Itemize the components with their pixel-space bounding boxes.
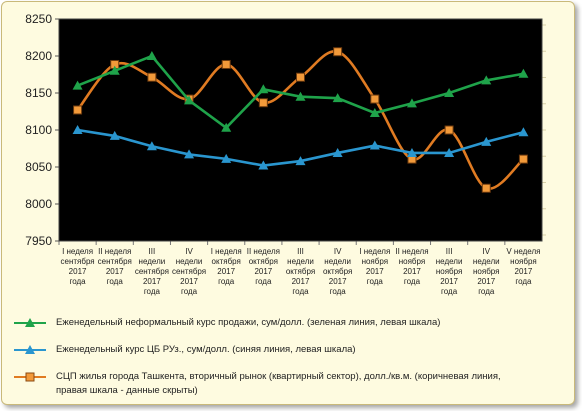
chart-frame: 7950 8000 8050 8100 8150 8200 8250 I неделя сент… bbox=[1, 1, 575, 405]
series-green-point bbox=[406, 98, 417, 108]
legend-item-blue: Еженедельный курс ЦБ РУз., сум/долл. (си… bbox=[12, 343, 526, 357]
series-blue-point bbox=[369, 140, 380, 150]
series-green-point bbox=[109, 65, 120, 75]
series-brown-point bbox=[296, 72, 305, 82]
x-tick-label: II неделя ноября 2017 года bbox=[395, 247, 428, 286]
series-blue-point bbox=[258, 160, 269, 170]
series-green-point bbox=[481, 75, 492, 85]
x-tick-label: IV недели сентября 2017 года bbox=[172, 247, 206, 296]
series-blue-point bbox=[221, 153, 232, 163]
x-tick-label: IV недели ноября 2017 года bbox=[473, 247, 500, 296]
chart-area: 7950 8000 8050 8100 8150 8200 8250 I неделя сент… bbox=[25, 12, 546, 296]
series-green-point bbox=[518, 68, 529, 78]
legend-label-green: Еженедельный неформальный курс продажи, … bbox=[56, 317, 441, 328]
legend-label-brown: СЦП жилья города Ташкента, вторичный рын… bbox=[56, 371, 501, 396]
series-green-point bbox=[72, 80, 83, 90]
plot-border bbox=[58, 18, 543, 242]
y-tick-label: 7950 bbox=[25, 234, 52, 248]
x-tick-label: I неделя сентября 2017 года bbox=[61, 247, 95, 286]
x-tick-label: II неделя сентября 2017 года bbox=[98, 247, 132, 286]
legend-item-green: Еженедельный неформальный курс продажи, … bbox=[12, 316, 526, 330]
series-brown-point bbox=[147, 72, 157, 82]
x-tick-label: III недели октября 2017 года bbox=[286, 247, 315, 296]
x-tick-label: III недели сентября 2017 года bbox=[135, 247, 169, 296]
y-tick-label: 8100 bbox=[25, 123, 52, 137]
series-green-point bbox=[369, 107, 380, 117]
plot-area bbox=[59, 19, 542, 241]
x-tick-label: V неделя ноября 2017 года bbox=[506, 247, 540, 286]
series-blue-point bbox=[295, 156, 306, 166]
x-tick-label: I неделя октября 2017 года bbox=[211, 247, 242, 286]
x-tick-label: IV недели октября 2017 года bbox=[323, 247, 352, 296]
series-blue-point bbox=[184, 149, 195, 159]
series-blue-point bbox=[444, 147, 455, 157]
y-tick-label: 8000 bbox=[25, 197, 52, 211]
series-blue-point bbox=[72, 125, 83, 134]
series-blue-point bbox=[406, 147, 417, 157]
y-tick-label: 8250 bbox=[25, 12, 52, 26]
y-tick-label: 8150 bbox=[25, 86, 52, 100]
series-green-point bbox=[184, 95, 195, 105]
y-tick-label: 8200 bbox=[25, 49, 52, 63]
legend-item-brown: СЦП жилья города Ташкента, вторичный рын… bbox=[12, 370, 526, 398]
series-blue-point bbox=[481, 136, 492, 146]
series-brown-point bbox=[333, 47, 343, 57]
series-brown-point bbox=[370, 94, 380, 104]
series-blue-point bbox=[109, 130, 120, 140]
series-green-point bbox=[258, 84, 269, 94]
series-green-point bbox=[146, 51, 157, 60]
series-blue-point bbox=[332, 147, 343, 157]
legend-label-blue: Еженедельный курс ЦБ РУз., сум/долл. (си… bbox=[56, 344, 356, 355]
series-brown-point bbox=[258, 98, 268, 108]
series-green-point bbox=[332, 93, 343, 103]
series-brown-point bbox=[481, 183, 491, 193]
x-tick-label: I неделя ноября 2017 года bbox=[359, 247, 390, 286]
series-brown-point bbox=[518, 154, 528, 164]
series-green-point bbox=[295, 91, 306, 101]
series-blue-point bbox=[518, 127, 529, 137]
x-tick-label: II неделя октября 2017 года bbox=[247, 247, 280, 286]
series-brown-point bbox=[444, 125, 454, 135]
series-green-point bbox=[221, 122, 232, 132]
series-green-point bbox=[444, 88, 455, 97]
series-blue-point bbox=[146, 141, 157, 151]
series-brown-point bbox=[73, 105, 83, 115]
series-brown-point bbox=[221, 59, 231, 69]
x-tick-label: III недели ноября 2017 года bbox=[436, 247, 463, 296]
y-tick-label: 8050 bbox=[25, 160, 52, 174]
